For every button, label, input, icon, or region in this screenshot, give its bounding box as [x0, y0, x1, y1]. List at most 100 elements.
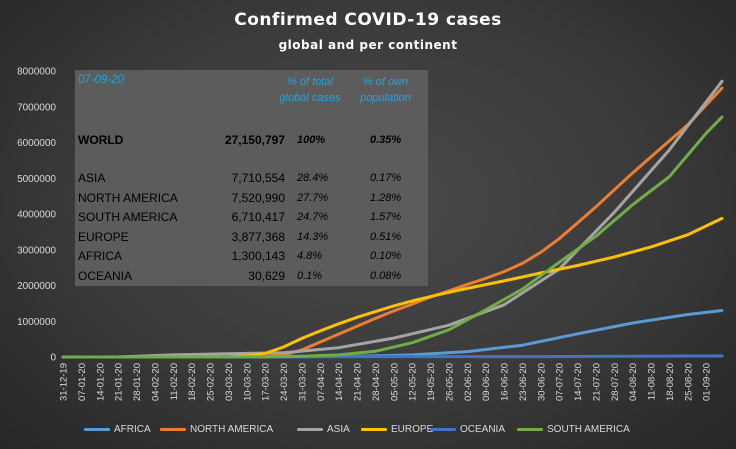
x-tick-label: 10-03-20 — [242, 363, 253, 401]
x-tick-label: 30-06-20 — [536, 363, 547, 401]
series-line-asia — [61, 79, 724, 359]
x-tick-label: 02-06-20 — [463, 363, 474, 401]
legend-item: EUROPE — [361, 421, 433, 437]
row-pct-pop: 1.57% — [370, 211, 402, 223]
y-tick-label: 8000000 — [17, 67, 56, 78]
world-pct-pop: 0.35% — [370, 134, 402, 146]
x-tick-label: 14-04-20 — [334, 363, 345, 401]
row-name: NORTH AMERICA — [78, 190, 178, 205]
row-cases: 30,629 — [248, 268, 285, 283]
legend: AFRICA NORTH AMERICA ASIA EUROPE OCEANIA SOUT… — [0, 421, 736, 437]
legend-item: ASIA — [297, 421, 350, 437]
row-pct-total: 14.3% — [297, 230, 329, 243]
row-pct-pop: 0.08% — [370, 269, 402, 282]
legend-item: SOUTH AMERICA — [517, 421, 630, 437]
x-tick-label: 19-05-20 — [426, 363, 437, 401]
x-tick-label: 28-07-20 — [610, 363, 621, 401]
y-tick-label: 2000000 — [17, 281, 56, 292]
series-line-africa — [61, 309, 724, 359]
x-tick-label: 24-03-20 — [279, 363, 290, 401]
x-tick-label: 01-09-20 — [702, 363, 713, 401]
x-tick-label: 26-05-20 — [444, 363, 455, 401]
legend-swatch — [430, 427, 456, 431]
summary-table: 07-09-20 % of total global cases % of ow… — [75, 70, 428, 286]
chart-title: Confirmed COVID-19 cases — [234, 10, 502, 30]
x-tick-label: 11-02-20 — [169, 363, 180, 400]
x-tick-label: 31-12-19 — [59, 363, 70, 401]
x-tick-label: 28-01-20 — [132, 363, 143, 401]
x-tick-label: 14-07-20 — [573, 363, 584, 401]
x-tick-label: 16-06-20 — [500, 363, 511, 401]
header-pct-pop-line1: % of own — [362, 76, 409, 88]
series-line-south-america — [61, 115, 724, 359]
row-cases: 7,520,990 — [231, 190, 285, 205]
legend-item: OCEANIA — [430, 421, 505, 437]
legend-label: NORTH AMERICA — [190, 423, 274, 435]
row-name: OCEANIA — [78, 268, 133, 283]
x-tick-label: 04-08-20 — [628, 363, 639, 401]
x-tick-label: 07-07-20 — [555, 363, 566, 401]
row-cases: 1,300,143 — [231, 249, 285, 263]
row-cases: 7,710,554 — [231, 171, 285, 185]
y-tick-label: 0 — [50, 353, 56, 364]
x-tick-label: 14-01-20 — [95, 363, 106, 401]
chart-subtitle: global and per continent — [278, 38, 458, 52]
x-tick-label: 17-03-20 — [261, 363, 272, 401]
x-tick-label: 12-05-20 — [408, 363, 419, 401]
row-pct-total: 27.7% — [297, 191, 329, 204]
legend-label: AFRICA — [114, 423, 151, 435]
y-tick-label: 7000000 — [17, 102, 56, 113]
row-name: AFRICA — [78, 249, 123, 263]
x-tick-label: 31-03-20 — [297, 363, 308, 401]
legend-swatch — [517, 427, 543, 431]
legend-swatch — [297, 427, 323, 431]
x-tick-label: 25-08-20 — [683, 363, 694, 401]
x-tick-label: 23-06-20 — [518, 363, 529, 401]
y-tick-label: 3000000 — [17, 245, 56, 256]
row-pct-pop: 1.28% — [370, 191, 402, 204]
legend-swatch — [160, 427, 186, 431]
x-tick-label: 21-07-20 — [591, 363, 602, 401]
row-cases: 3,877,368 — [231, 229, 285, 244]
world-label: WORLD — [78, 133, 124, 147]
row-name: EUROPE — [78, 229, 129, 244]
legend-label: ASIA — [327, 423, 350, 435]
x-tick-label: 21-04-20 — [353, 363, 364, 401]
legend-swatch — [361, 427, 387, 431]
row-cases: 6,710,417 — [231, 210, 285, 224]
y-tick-label: 5000000 — [17, 174, 56, 185]
row-name: SOUTH AMERICA — [78, 210, 178, 224]
row-pct-total: 4.8% — [297, 250, 323, 262]
x-tick-label: 04-02-20 — [150, 363, 161, 401]
y-tick-label: 1000000 — [17, 317, 56, 328]
x-tick-label: 03-03-20 — [224, 363, 235, 401]
x-tick-label: 18-08-20 — [665, 363, 676, 401]
x-tick-label: 28-04-20 — [371, 363, 382, 401]
legend-item: NORTH AMERICA — [160, 421, 273, 437]
legend-item: AFRICA — [84, 421, 151, 437]
row-pct-pop: 0.10% — [370, 250, 402, 262]
row-pct-total: 28.4% — [297, 172, 329, 184]
row-pct-total: 24.7% — [297, 211, 329, 223]
row-pct-pop: 0.17% — [370, 172, 402, 184]
legend-label: OCEANIA — [460, 423, 506, 435]
series-line-europe — [61, 216, 724, 359]
x-tick-label: 05-05-20 — [389, 363, 400, 401]
x-tick-label: 11-08-20 — [647, 363, 658, 400]
x-tick-label: 25-02-20 — [206, 363, 217, 401]
world-pct-total: 100% — [297, 134, 326, 146]
x-tick-label: 18-02-20 — [187, 363, 198, 401]
x-tick-label: 09-06-20 — [481, 363, 492, 401]
row-name: ASIA — [78, 171, 106, 185]
x-tick-label: 07-04-20 — [316, 363, 327, 401]
header-pct-total-line2: global cases — [279, 92, 341, 104]
legend-swatch — [84, 427, 110, 431]
world-cases: 27,150,797 — [224, 133, 285, 147]
x-tick-label: 07-01-20 — [77, 363, 88, 401]
y-tick-label: 6000000 — [17, 138, 56, 149]
table-date: 07-09-20 — [78, 74, 125, 86]
x-tick-label: 21-01-20 — [114, 363, 125, 401]
legend-label: SOUTH AMERICA — [547, 423, 630, 435]
